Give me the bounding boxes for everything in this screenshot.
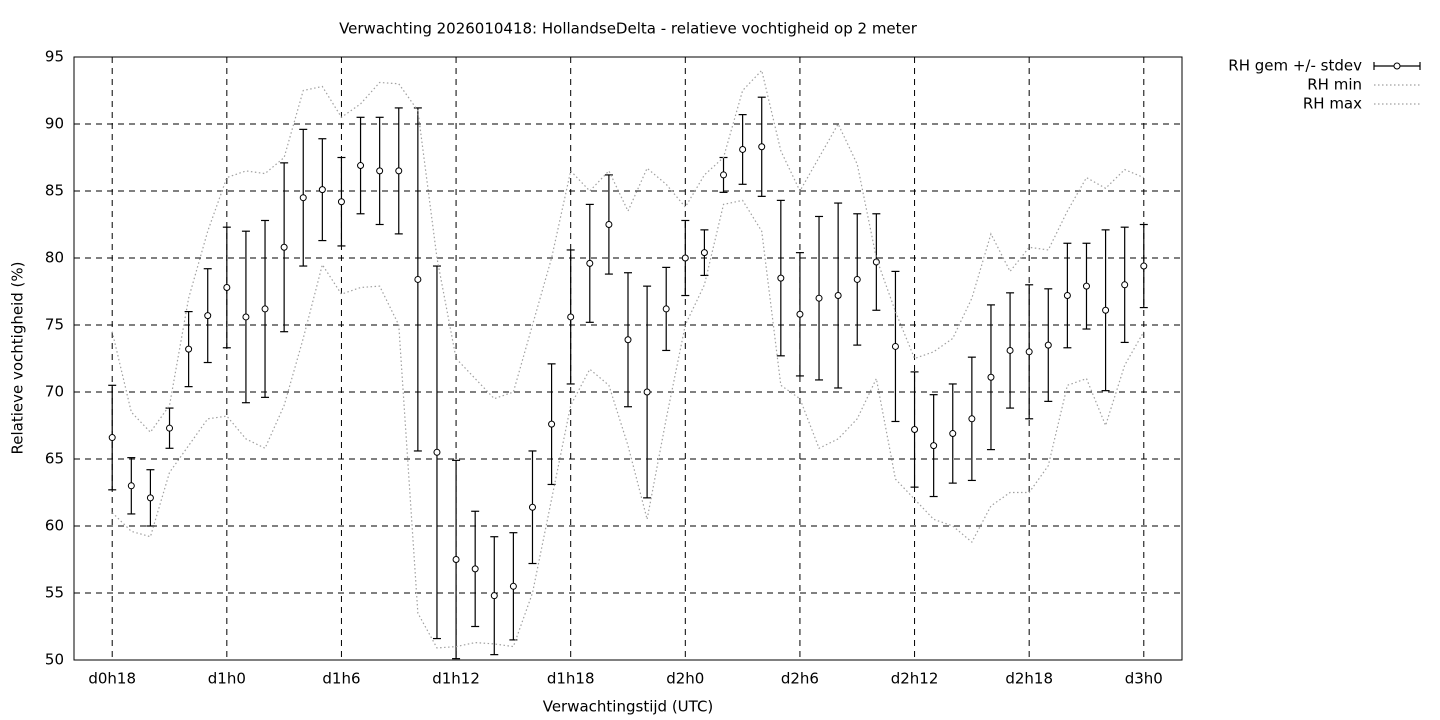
- point: [891, 342, 899, 350]
- y-tick-label: 55: [45, 584, 64, 602]
- point: [204, 312, 212, 320]
- series-line: [111, 199, 1145, 649]
- point: [758, 143, 766, 151]
- point: [108, 434, 116, 442]
- legend-label: RH max: [1303, 95, 1362, 113]
- point: [452, 556, 460, 563]
- x-tick-label: d2h18: [1005, 670, 1053, 688]
- x-tick-label: d1h18: [547, 670, 595, 688]
- point: [127, 482, 135, 490]
- y-tick-label: 75: [45, 316, 64, 334]
- point: [357, 162, 365, 170]
- point: [337, 198, 345, 206]
- x-tick-label: d0h18: [88, 670, 136, 688]
- plot-frame: [73, 56, 1183, 661]
- point: [146, 494, 154, 502]
- point: [853, 275, 861, 283]
- point: [395, 167, 403, 175]
- x-tick-label: d2h0: [666, 670, 704, 688]
- point: [166, 424, 174, 432]
- point: [777, 274, 785, 282]
- point: [815, 294, 823, 302]
- point: [376, 167, 384, 175]
- point: [242, 313, 250, 321]
- point: [528, 503, 536, 511]
- point: [471, 565, 479, 573]
- point: [739, 145, 747, 153]
- point: [968, 415, 976, 423]
- x-tick-label: d2h12: [891, 670, 939, 688]
- point: [949, 430, 957, 438]
- point: [700, 249, 708, 257]
- point: [911, 426, 919, 434]
- point: [796, 310, 804, 318]
- point: [586, 259, 594, 267]
- point: [1140, 262, 1148, 270]
- point: [509, 582, 517, 590]
- x-tick-label: d1h6: [322, 670, 360, 688]
- point: [567, 313, 575, 321]
- point: [433, 448, 441, 456]
- x-tick-label: d3h0: [1125, 670, 1163, 688]
- point: [605, 221, 613, 228]
- legend-label: RH min: [1307, 76, 1362, 94]
- point: [720, 171, 728, 179]
- point: [490, 592, 498, 600]
- legend-swatch: [1393, 62, 1401, 70]
- point: [1006, 346, 1014, 354]
- point: [280, 243, 288, 251]
- point: [414, 275, 422, 283]
- y-tick-label: 70: [45, 383, 64, 401]
- point: [1082, 282, 1090, 290]
- point: [930, 442, 938, 450]
- y-tick-label: 90: [45, 115, 64, 133]
- x-tick-label: d1h0: [208, 670, 246, 688]
- point: [548, 420, 556, 428]
- chart-title: Verwachting 2026010418: HollandseDelta -…: [339, 20, 918, 38]
- point: [299, 194, 307, 202]
- point: [624, 336, 632, 344]
- y-axis-label: Relatieve vochtigheid (%): [9, 261, 27, 454]
- x-tick-label: d1h12: [432, 670, 480, 688]
- point: [1063, 292, 1071, 300]
- x-axis-label: Verwachtingstijd (UTC): [543, 698, 714, 716]
- point: [662, 305, 670, 313]
- y-tick-label: 85: [45, 182, 64, 200]
- point: [1025, 348, 1033, 356]
- y-tick-label: 95: [45, 48, 64, 66]
- point: [1121, 281, 1129, 289]
- y-tick-label: 65: [45, 450, 64, 468]
- legend-label: RH gem +/- stdev: [1228, 57, 1362, 75]
- y-tick-label: 50: [45, 651, 64, 669]
- point: [1102, 306, 1110, 314]
- point: [681, 254, 689, 262]
- point: [318, 186, 326, 194]
- point: [987, 373, 995, 381]
- point: [261, 305, 269, 313]
- x-tick-label: d2h6: [781, 670, 819, 688]
- point: [643, 388, 651, 396]
- point: [834, 292, 842, 300]
- y-tick-label: 60: [45, 517, 64, 535]
- point: [223, 283, 231, 291]
- y-tick-label: 80: [45, 249, 64, 267]
- point: [1044, 341, 1052, 349]
- point: [185, 345, 193, 353]
